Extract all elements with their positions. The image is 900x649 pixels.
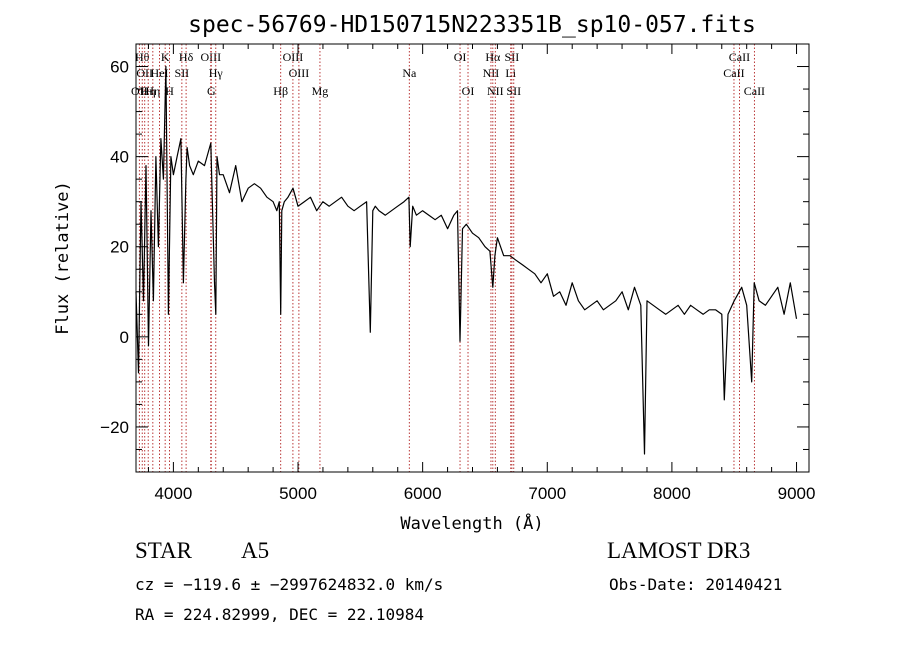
line-label: Hη [141,84,156,98]
line-label: Hβ [273,84,288,98]
line-label: Hα [485,50,501,64]
line-label: Hγ [209,66,224,80]
line-label: OIII [289,66,310,80]
survey-name: LAMOST DR3 [607,538,751,563]
x-tick-label: 5000 [279,484,317,503]
line-label: CaII [744,84,765,98]
line-label: OI [454,50,467,64]
line-label: NII [487,84,504,98]
line-label: OIII [200,50,221,64]
line-label: OII [136,66,153,80]
line-label: OII [131,84,148,98]
chart-title: spec-56769-HD150715N223351B_sp10-057.fit… [188,12,756,38]
y-tick-label: 40 [110,148,129,167]
redshift-velocity: cz = −119.6 ± −2997624832.0 km/s [135,575,444,594]
line-label: Hη [145,84,160,98]
y-axis-label: Flux (relative) [53,181,73,335]
plot-frame [135,43,810,473]
sky-coordinates: RA = 224.82999, DEC = 22.10984 [135,605,424,624]
line-label: Li [505,66,516,80]
y-tick-label: −20 [100,418,129,437]
y-tick-label: 60 [110,58,129,77]
line-label: Mg [312,84,329,98]
x-tick-label: 6000 [404,484,442,503]
object-subclass: A5 [241,538,270,563]
line-label: Hθ [135,50,150,64]
x-tick-label: 9000 [778,484,816,503]
line-label: CaII [723,66,744,80]
line-label: Hδ [179,50,194,64]
line-label: K [161,50,170,64]
x-tick-label: 7000 [528,484,566,503]
x-axis-label: Wavelength (Å) [400,512,543,534]
y-tick-label: 0 [120,328,129,347]
observation-date: Obs-Date: 20140421 [609,575,783,594]
object-class: STAR [135,538,192,563]
line-label: SII [175,66,190,80]
spectrum-series [135,65,798,455]
line-label: Na [402,66,417,80]
spectrum-chart: spec-56769-HD150715N223351B_sp10-057.fit… [53,12,816,534]
axis-ticks: 4000 5000 6000 7000 8000 9000 −20 0 20 40 60 [100,43,816,503]
line-label: SII [505,50,520,64]
x-tick-label: 8000 [653,484,691,503]
line-label: H [165,84,174,98]
y-tick-label: 20 [110,238,129,257]
flux-line [135,65,798,455]
line-label: NII [483,66,500,80]
line-label: OIII [283,50,304,64]
line-label: SII [506,84,521,98]
line-label: G [207,84,216,98]
line-label: OI [462,84,475,98]
line-label: CaII [729,50,750,64]
line-label: HeI [151,66,169,80]
x-tick-label: 4000 [154,484,192,503]
